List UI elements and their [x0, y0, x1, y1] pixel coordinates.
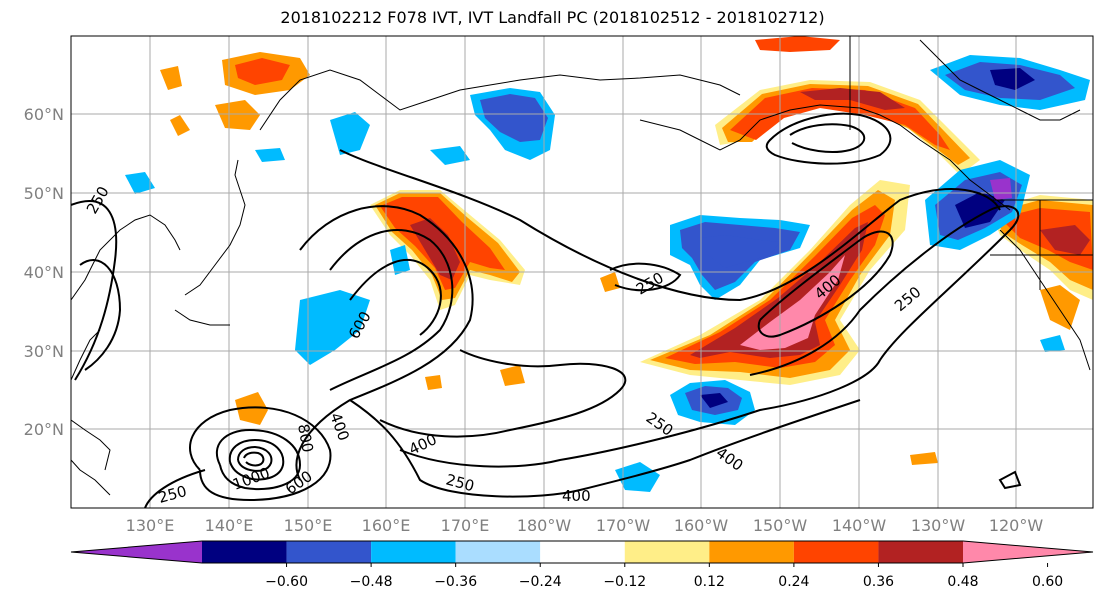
- colorbar-tick-label: 0.24: [778, 574, 809, 590]
- lon-label: 120°W: [989, 516, 1044, 535]
- colorbar-segment: [371, 541, 456, 563]
- contour-label: 400: [562, 487, 591, 505]
- colorbar-segment: [709, 541, 794, 563]
- longitude-labels: 130°E 140°E 150°E 160°E 170°E 180°W 170°…: [126, 516, 1044, 535]
- coastlines: [71, 36, 1093, 496]
- lat-label: 50°N: [24, 184, 64, 203]
- lon-label: 130°E: [126, 516, 175, 535]
- colorbar-tick-labels: −0.60 −0.48 −0.36 −0.24 −0.12 0.12 0.24 0.36 0.4…: [265, 574, 1063, 590]
- lon-label: 180°W: [517, 516, 572, 535]
- map-field: [71, 36, 1093, 508]
- lon-label: 140°W: [832, 516, 887, 535]
- colorbar-outline: [70, 540, 1094, 564]
- lon-label: 130°W: [911, 516, 966, 535]
- colorbar-segment: [793, 541, 879, 563]
- graticule: [71, 36, 1093, 508]
- lat-label: 20°N: [24, 420, 64, 439]
- colorbar-tick-label: −0.60: [265, 574, 308, 590]
- colorbar-tick-label: −0.36: [434, 574, 477, 590]
- colorbar-segment: [878, 541, 963, 563]
- colorbar-tick-label: 0.12: [694, 574, 725, 590]
- colorbar-tick-label: 0.36: [863, 574, 894, 590]
- figure-title: 2018102212 F078 IVT, IVT Landfall PC (20…: [280, 8, 825, 27]
- colorbar-segment: [540, 541, 625, 563]
- lat-label: 40°N: [24, 263, 64, 282]
- colorbar-tick-label: 0.48: [947, 574, 978, 590]
- positive-pc-shading: [160, 36, 1093, 465]
- colorbar-tick-label: −0.12: [603, 574, 646, 590]
- lon-label: 170°W: [596, 516, 651, 535]
- colorbar-segment: [455, 541, 541, 563]
- colorbar-segment: [202, 541, 287, 563]
- lon-label: 150°W: [753, 516, 808, 535]
- colorbar: [70, 540, 1094, 567]
- colorbar-tick-label: 0.60: [1032, 574, 1063, 590]
- lon-label: 170°E: [441, 516, 490, 535]
- lon-label: 150°E: [284, 516, 333, 535]
- contour-label: 800: [294, 423, 317, 454]
- lon-label: 140°E: [205, 516, 254, 535]
- latitude-labels: 60°N 50°N 40°N 30°N 20°N: [24, 105, 64, 439]
- colorbar-segment: [624, 541, 710, 563]
- colorbar-segment: [963, 541, 1093, 563]
- ivt-contours: [71, 112, 1022, 508]
- lat-label: 60°N: [24, 105, 64, 124]
- colorbar-segment: [286, 541, 372, 563]
- lon-label: 160°E: [362, 516, 411, 535]
- lon-label: 160°W: [674, 516, 729, 535]
- negative-pc-shading: [125, 55, 1090, 492]
- colorbar-segment: [71, 541, 202, 563]
- colorbar-tick-label: −0.24: [519, 574, 562, 590]
- colorbar-tick-label: −0.48: [350, 574, 393, 590]
- lat-label: 30°N: [24, 342, 64, 361]
- map-frame: [70, 35, 1094, 509]
